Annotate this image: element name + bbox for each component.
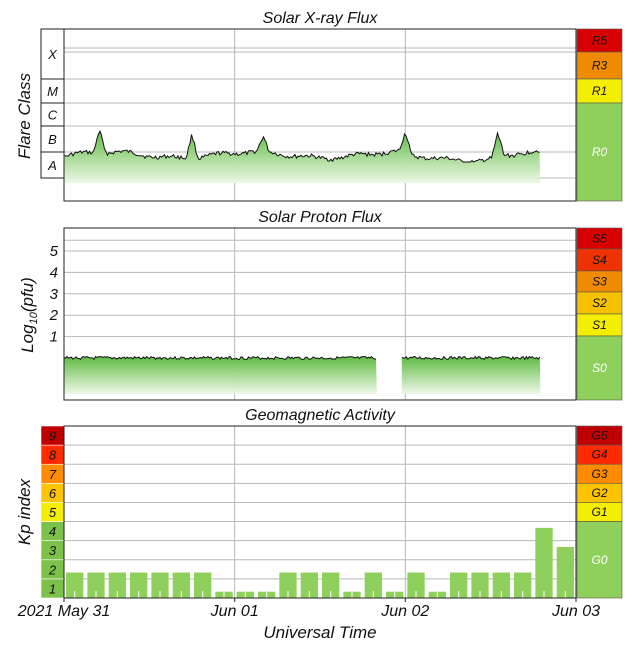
- time-tick-label: Jun 01: [210, 603, 259, 620]
- proton-ylabel: Log10(pfu): [18, 277, 40, 353]
- kp-bar: [300, 572, 318, 598]
- kp-index-scale: 1 2 3 4 5 6 7 8 9: [40, 425, 65, 599]
- proton-title: Solar Proton Flux: [258, 209, 383, 226]
- scale-label-g1: G1: [591, 505, 607, 519]
- kp-bar: [172, 572, 190, 598]
- scale-cell-r3: [576, 51, 623, 80]
- scale-label-s2: S2: [592, 296, 607, 310]
- scale-label-g4: G4: [591, 448, 607, 462]
- scale-label-r0: R0: [592, 145, 608, 159]
- flare-class-c: C: [48, 108, 58, 123]
- proton-y-tick: 2: [49, 307, 59, 324]
- scale-label-g3: G3: [591, 467, 607, 481]
- scale-cell-g0: [576, 521, 623, 599]
- kp-scale-label: 9: [49, 429, 56, 444]
- scale-cell-r1: [576, 78, 623, 104]
- time-axis-ticks: 2021 May 31 Jun 01 Jun 02 Jun 03: [17, 598, 600, 620]
- kp-bar: [514, 572, 532, 598]
- scale-label-s5: S5: [592, 232, 607, 246]
- kp-scale-label: 6: [49, 486, 57, 501]
- kp-bar: [194, 572, 212, 598]
- scale-label-s1: S1: [592, 318, 607, 332]
- proton-flux-area: [64, 356, 377, 394]
- scale-label-r5: R5: [592, 34, 608, 48]
- scale-label-g2: G2: [591, 486, 607, 500]
- kp-scale-label: 2: [48, 562, 57, 577]
- scale-label-s3: S3: [592, 275, 607, 289]
- kp-scale-label: 5: [49, 505, 57, 520]
- xray-ylabel: Flare Class: [15, 73, 34, 159]
- xray-title: Solar X-ray Flux: [263, 10, 379, 27]
- kp-bar: [364, 572, 382, 598]
- flare-class-b: B: [48, 132, 57, 147]
- time-tick-label: Jun 03: [551, 603, 600, 620]
- flare-class-x: X: [47, 47, 58, 62]
- kp-bar: [450, 572, 468, 598]
- proton-y-tick: 5: [50, 243, 59, 260]
- xray-flux-area: [64, 131, 541, 183]
- time-tick-label: 2021 May 31: [17, 603, 111, 620]
- geomag-plot-area: [64, 426, 576, 598]
- kp-bar: [108, 572, 126, 598]
- kp-bar: [407, 572, 425, 598]
- xray-plot-frame: [63, 28, 577, 202]
- kp-scale-label: 4: [49, 524, 56, 539]
- geomag-title: Geomagnetic Activity: [245, 407, 396, 424]
- time-axis-label: Universal Time: [263, 623, 376, 642]
- kp-scale-label: 3: [49, 543, 57, 558]
- xray-flux-series: [63, 129, 541, 183]
- proton-y-tick: 4: [50, 264, 58, 281]
- scale-label-g5: G5: [591, 429, 607, 443]
- geomagnetic-storm-scale: G5 G4 G3 G2 G1 G0: [576, 425, 623, 599]
- kp-bar: [130, 572, 148, 598]
- scale-label-s4: S4: [592, 253, 607, 267]
- kp-bar: [66, 572, 84, 598]
- geomag-plot-frame: [63, 425, 577, 599]
- scale-label-s0: S0: [592, 361, 607, 375]
- proton-flux-line: [401, 355, 541, 361]
- time-tick-label: Jun 02: [380, 603, 429, 620]
- proton-flux-series: [63, 355, 541, 394]
- kp-scale-label: 1: [49, 581, 56, 596]
- geomag-grid: [64, 426, 576, 598]
- flare-class-m: M: [47, 84, 58, 99]
- kp-bar: [322, 572, 340, 598]
- proton-plot-frame: [63, 227, 577, 401]
- kp-bar: [87, 572, 105, 598]
- proton-flux-area: [401, 356, 541, 394]
- radio-blackout-scale: R5 R3 R1 R0: [576, 28, 623, 202]
- proton-flux-line: [63, 355, 377, 361]
- kp-scale-label: 7: [49, 467, 57, 482]
- kp-bar: [535, 527, 553, 598]
- kp-bar: [492, 572, 510, 598]
- proton-y-ticks: 1 2 3 4 5: [49, 243, 59, 346]
- kp-bar: [151, 572, 169, 598]
- geomag-ylabel: Kp index: [15, 478, 34, 545]
- kp-scale-label: 8: [49, 448, 57, 463]
- radiation-storm-scale: S5 S4 S3 S2 S1 S0: [576, 227, 623, 401]
- kp-bars: [66, 527, 574, 598]
- kp-bar: [279, 572, 297, 598]
- xray-flux-line: [63, 129, 540, 163]
- kp-bar: [471, 572, 489, 598]
- flare-class-a: A: [47, 158, 57, 173]
- scale-cell-s0: [576, 335, 623, 401]
- proton-y-tick: 3: [50, 286, 59, 303]
- kp-bar: [556, 546, 574, 598]
- scale-label-r1: R1: [592, 84, 607, 98]
- geomag-panel: Geomagnetic Activity Kp index 123456789 …: [15, 407, 623, 642]
- scale-cell-r0: [576, 102, 623, 202]
- proton-y-tick: 1: [50, 329, 58, 346]
- scale-label-g0: G0: [591, 553, 607, 567]
- scale-label-r3: R3: [592, 59, 608, 73]
